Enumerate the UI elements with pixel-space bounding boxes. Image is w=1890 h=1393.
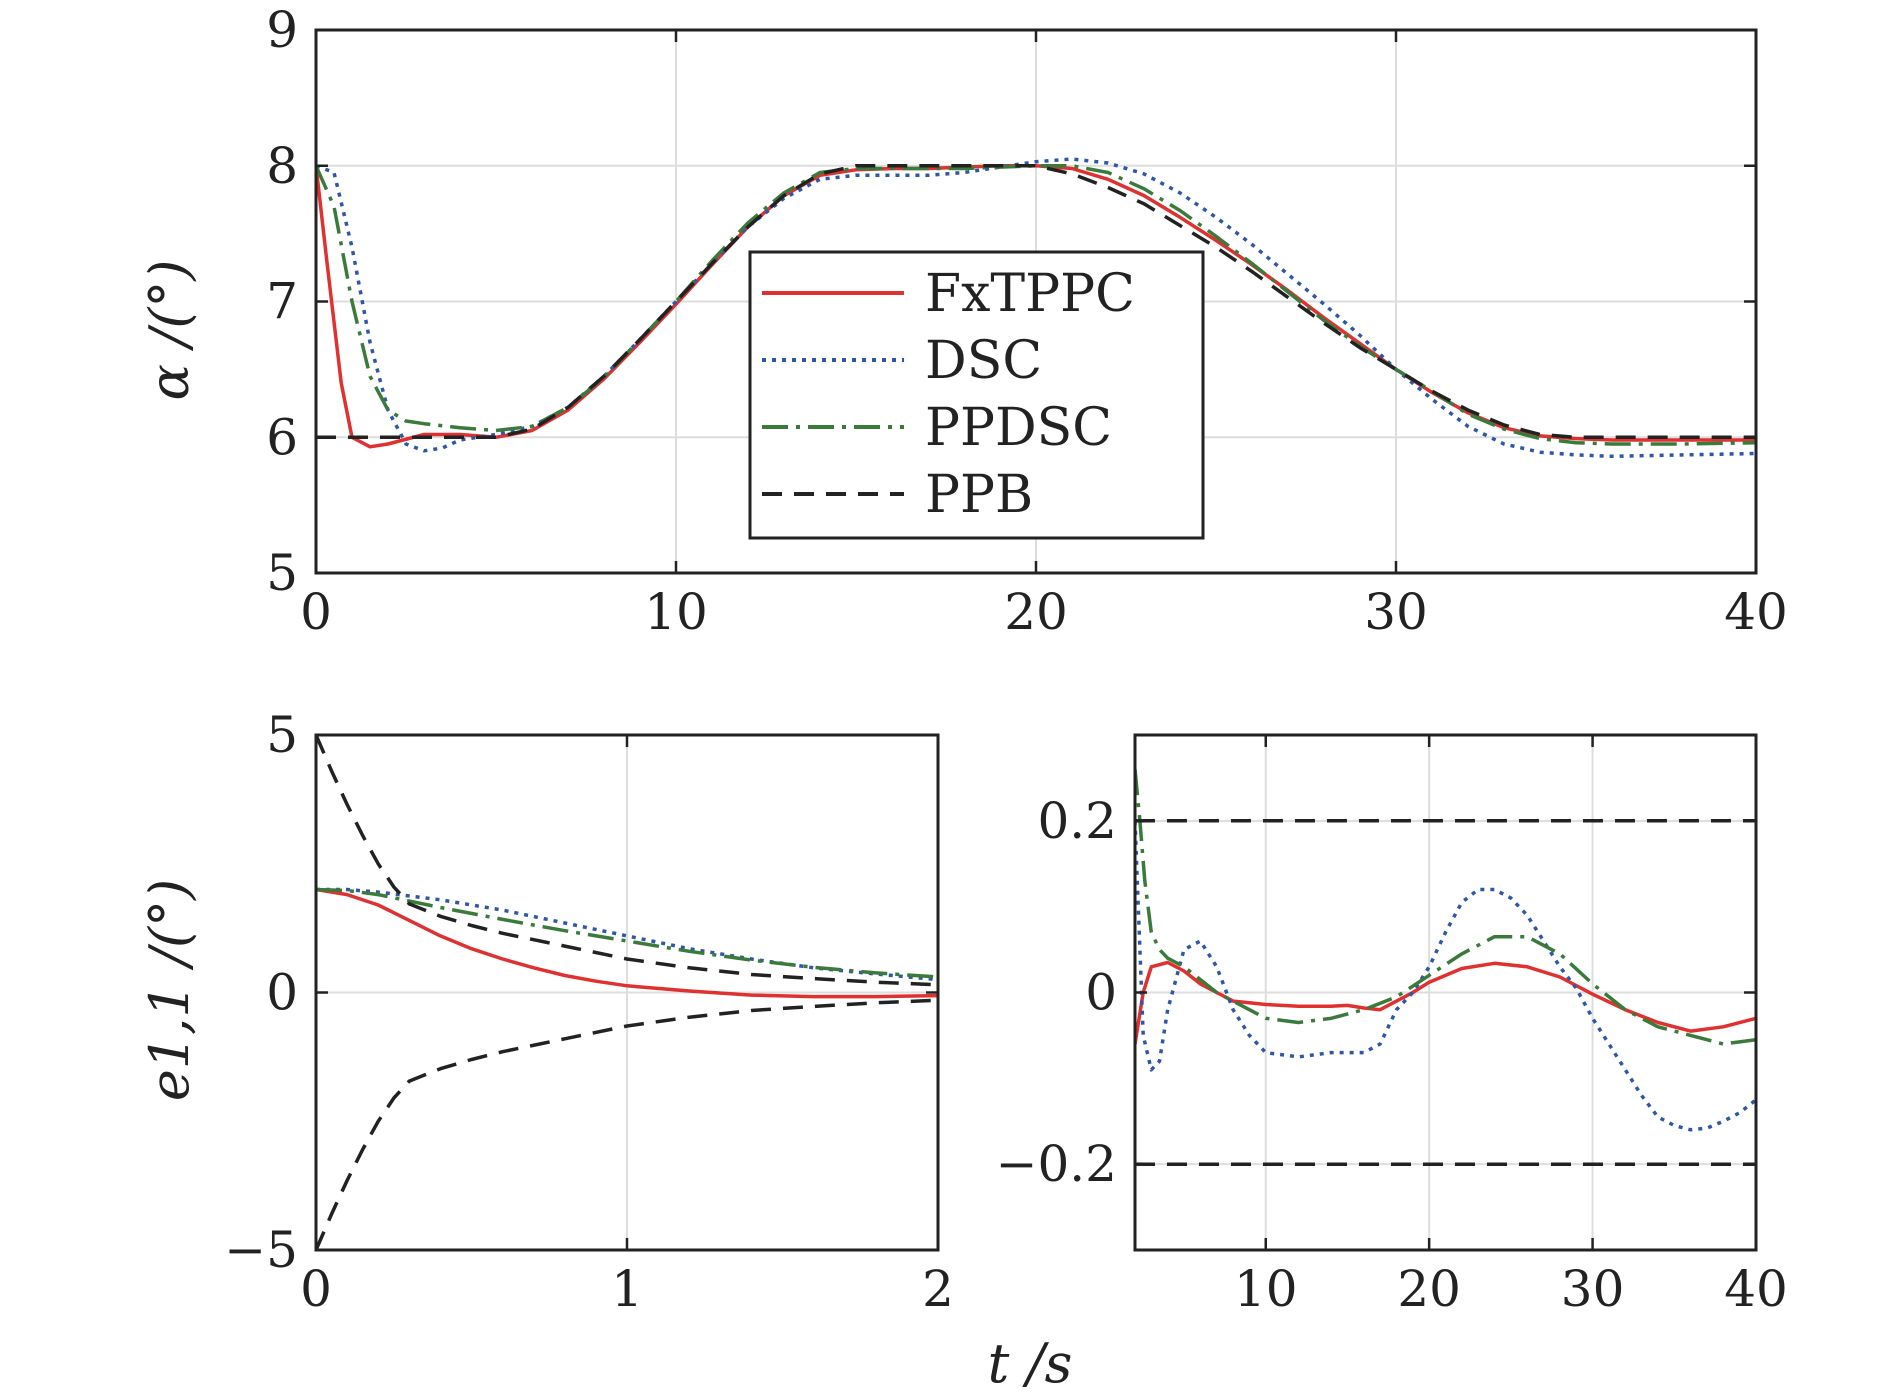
series-line-ppb-upper [316,735,938,987]
x-tick-label: 0 [300,1260,332,1318]
series-line-dsc [316,887,938,982]
y-tick-label: −5 [224,1221,298,1279]
error-plot-full: 10 20 30 40 −0.2 0 0.2 [996,733,1788,1318]
y-tick-label: 9 [266,1,298,59]
x-tick-label: 2 [922,1260,954,1318]
x-tick-label: 30 [1364,583,1428,641]
y-tick-label: 5 [266,706,298,764]
x-tick-label: 40 [1724,583,1788,641]
series-line-ppdsc [1135,769,1756,1046]
y-tick-label: 0 [1085,964,1117,1022]
x-tick-label: 1 [611,1260,643,1318]
x-tick-label: 10 [1234,1260,1298,1318]
series-line-fxtppc [316,887,938,999]
x-tick-label: 0 [300,583,332,641]
y-tick-label: 5 [266,544,298,602]
y-tick-label: −0.2 [996,1135,1117,1193]
series-line-ppb-lower [316,998,938,1250]
x-tick-label: 30 [1561,1260,1625,1318]
alpha-plot: 0 10 20 30 40 5 6 7 8 9 [266,1,1788,641]
x-tick-label: 20 [1397,1260,1461,1318]
legend-label-dsc: DSC [925,331,1042,391]
bottom-y-axis-label: e1,1 /(°) [138,879,201,1101]
legend-label-fxtppc: FxTPPC [925,264,1135,324]
legend-box [748,250,1205,540]
series-line-fxtppc [1135,960,1756,1045]
error-plot-zoom: 0 1 2−505 [224,706,954,1318]
x-tick-label: 20 [1004,583,1068,641]
legend: FxTPPC DSC PPDSC PPB [748,250,1205,540]
legend-label-ppdsc: PPDSC [925,398,1112,458]
series-line-dsc [1135,820,1756,1132]
legend-label-ppb: PPB [925,465,1033,525]
y-tick-label: 8 [266,137,298,195]
series-line-ppb [316,164,1756,440]
top-y-axis-label: α /(°) [138,260,201,401]
series-line-ppdsc [316,887,938,979]
x-tick-label: 40 [1724,1260,1788,1318]
x-axis-label: t /s [988,1332,1073,1393]
y-tick-label: 7 [266,273,298,331]
y-tick-label: 0 [266,964,298,1022]
x-tick-label: 10 [644,583,708,641]
y-tick-label: 6 [266,408,298,466]
y-tick-label: 0.2 [1037,792,1117,850]
series-line-dsc [316,157,1756,459]
